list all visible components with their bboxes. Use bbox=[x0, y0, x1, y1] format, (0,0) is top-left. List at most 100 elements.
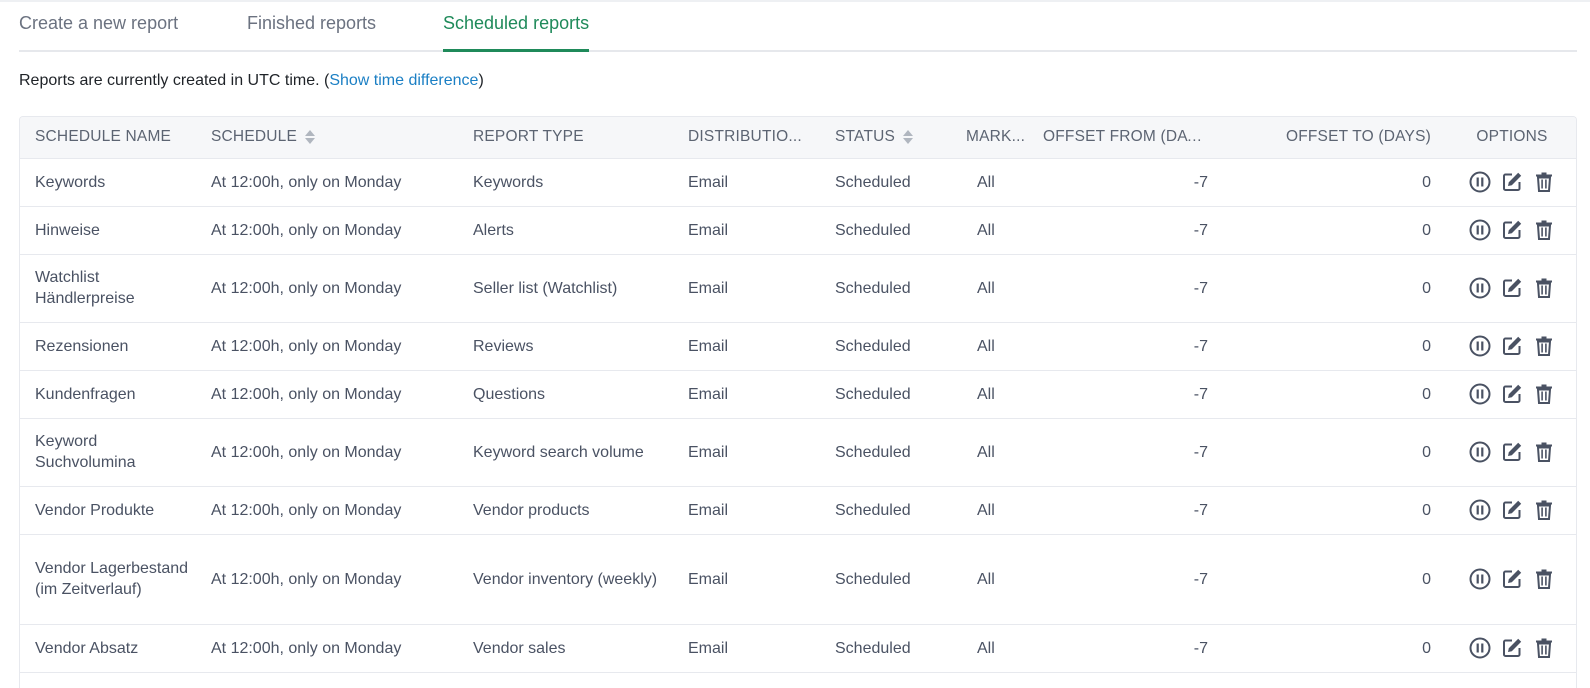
column-header-distribution[interactable]: DISTRIBUTIO... bbox=[673, 117, 820, 159]
cell-schedule-name: Keyword Suchvolumina bbox=[20, 418, 196, 487]
trash-icon[interactable] bbox=[1532, 636, 1556, 660]
table-row[interactable]: Vendor Lagerbestand (im Zeitverlauf) At … bbox=[20, 534, 1576, 625]
trash-icon[interactable] bbox=[1532, 440, 1556, 464]
cell-distribution: Email bbox=[673, 534, 820, 625]
cell-offset-from: -7 bbox=[1043, 534, 1223, 625]
trash-icon[interactable] bbox=[1532, 170, 1556, 194]
pause-icon[interactable] bbox=[1468, 440, 1492, 464]
edit-icon[interactable] bbox=[1500, 382, 1524, 406]
pause-icon[interactable] bbox=[1468, 170, 1492, 194]
cell-status: Scheduled bbox=[820, 254, 951, 323]
trash-icon[interactable] bbox=[1532, 218, 1556, 242]
cell-offset-to: 0 bbox=[1223, 486, 1446, 535]
pause-icon[interactable] bbox=[1468, 276, 1492, 300]
cell-marketplace: All bbox=[951, 322, 1043, 371]
pause-icon[interactable] bbox=[1468, 334, 1492, 358]
cell-schedule: At 12:00h, only on Monday bbox=[196, 534, 458, 625]
timezone-info-suffix: ) bbox=[478, 72, 484, 89]
cell-schedule-name: Hinweise bbox=[20, 206, 196, 255]
trash-icon[interactable] bbox=[1532, 382, 1556, 406]
table-header-row: SCHEDULE NAME SCHEDULE REPORT TYPE DISTR… bbox=[20, 117, 1576, 159]
edit-icon[interactable] bbox=[1500, 636, 1524, 660]
cell-offset-to: 0 bbox=[1223, 158, 1446, 207]
pause-icon[interactable] bbox=[1468, 382, 1492, 406]
timezone-info-text: Reports are currently created in UTC tim… bbox=[19, 72, 330, 89]
pause-icon[interactable] bbox=[1468, 567, 1492, 591]
cell-options bbox=[1446, 322, 1576, 371]
cell-schedule: At 12:00h, only on Monday bbox=[196, 158, 458, 207]
cell-offset-to: 0 bbox=[1223, 254, 1446, 323]
trash-icon[interactable] bbox=[1532, 334, 1556, 358]
trash-icon[interactable] bbox=[1532, 567, 1556, 591]
table-row[interactable]: Keyword Suchvolumina At 12:00h, only on … bbox=[20, 418, 1576, 487]
edit-icon[interactable] bbox=[1500, 440, 1524, 464]
cell-offset-to: 0 bbox=[1223, 418, 1446, 487]
table-row[interactable]: Keywords At 12:00h, only on Monday Keywo… bbox=[20, 158, 1576, 207]
tab-scheduled-reports[interactable]: Scheduled reports bbox=[443, 13, 590, 52]
cell-options bbox=[1446, 254, 1576, 323]
cell-distribution: Email bbox=[673, 486, 820, 535]
cell-schedule: At 12:00h, only on Monday bbox=[196, 418, 458, 487]
cell-options bbox=[1446, 206, 1576, 255]
table-row[interactable]: Hinweise At 12:00h, only on Monday Alert… bbox=[20, 206, 1576, 255]
cell-schedule-name: Vendor Produkte bbox=[20, 486, 196, 535]
edit-icon[interactable] bbox=[1500, 334, 1524, 358]
pause-icon[interactable] bbox=[1468, 498, 1492, 522]
cell-schedule: At 12:00h, only on Monday bbox=[196, 322, 458, 371]
cell-schedule-name: Rezensionen bbox=[20, 322, 196, 371]
sort-icon[interactable] bbox=[305, 129, 316, 145]
edit-icon[interactable] bbox=[1500, 567, 1524, 591]
top-divider bbox=[0, 0, 1590, 2]
cell-schedule-name: Vendor Absatz bbox=[20, 624, 196, 673]
cell-options bbox=[1446, 534, 1576, 625]
edit-icon[interactable] bbox=[1500, 498, 1524, 522]
cell-options bbox=[1446, 418, 1576, 487]
cell-status: Scheduled bbox=[820, 418, 951, 487]
trash-icon[interactable] bbox=[1532, 276, 1556, 300]
cell-offset-from: -7 bbox=[1043, 418, 1223, 487]
cell-options bbox=[1446, 370, 1576, 419]
edit-icon[interactable] bbox=[1500, 276, 1524, 300]
cell-offset-to: 0 bbox=[1223, 206, 1446, 255]
cell-schedule: At 12:00h, only on Monday bbox=[196, 370, 458, 419]
cell-status: Scheduled bbox=[820, 486, 951, 535]
table-row[interactable]: Vendor Produkte At 12:00h, only on Monda… bbox=[20, 486, 1576, 535]
column-header-schedule[interactable]: SCHEDULE bbox=[196, 117, 458, 159]
column-header-schedule-name[interactable]: SCHEDULE NAME bbox=[20, 117, 196, 159]
column-header-status[interactable]: STATUS bbox=[820, 117, 951, 159]
tab-create-new-report[interactable]: Create a new report bbox=[19, 13, 179, 33]
cell-status: Scheduled bbox=[820, 624, 951, 673]
table-row[interactable]: Rezensionen At 12:00h, only on Monday Re… bbox=[20, 322, 1576, 371]
cell-marketplace: All bbox=[951, 418, 1043, 487]
column-header-offset-to[interactable]: OFFSET TO (DAYS) bbox=[1223, 117, 1446, 159]
cell-schedule-name: Watchlist Händlerpreise bbox=[20, 254, 196, 323]
cell-options bbox=[1446, 624, 1576, 673]
table-row[interactable]: Kundenfragen At 12:00h, only on Monday Q… bbox=[20, 370, 1576, 419]
edit-icon[interactable] bbox=[1500, 218, 1524, 242]
edit-icon[interactable] bbox=[1500, 170, 1524, 194]
trash-icon[interactable] bbox=[1532, 498, 1556, 522]
table-row[interactable]: Watchlist Händlerpreise At 12:00h, only … bbox=[20, 254, 1576, 323]
sort-icon[interactable] bbox=[903, 129, 914, 145]
cell-distribution: Email bbox=[673, 418, 820, 487]
column-header-marketplace[interactable]: MARK... bbox=[951, 117, 1043, 159]
cell-report-type: Seller list (Watchlist) bbox=[458, 254, 673, 323]
cell-schedule: At 12:00h, only on Monday bbox=[196, 254, 458, 323]
cell-distribution: Email bbox=[673, 624, 820, 673]
cell-offset-from: -7 bbox=[1043, 370, 1223, 419]
cell-schedule-name: Vendor Lagerbestand (im Zeitverlauf) bbox=[20, 534, 196, 625]
column-header-offset-from[interactable]: OFFSET FROM (DAY... bbox=[1043, 117, 1223, 159]
show-time-difference-link[interactable]: Show time difference bbox=[329, 72, 479, 89]
table-row[interactable]: Vendor Absatz At 12:00h, only on Monday … bbox=[20, 624, 1576, 673]
pause-icon[interactable] bbox=[1468, 218, 1492, 242]
pause-icon[interactable] bbox=[1468, 636, 1492, 660]
cell-status: Scheduled bbox=[820, 370, 951, 419]
cell-report-type: Questions bbox=[458, 370, 673, 419]
cell-schedule: At 12:00h, only on Monday bbox=[196, 624, 458, 673]
cell-report-type: Keywords bbox=[458, 158, 673, 207]
tab-finished-reports[interactable]: Finished reports bbox=[247, 13, 377, 33]
column-header-options: OPTIONS bbox=[1446, 117, 1576, 159]
column-header-report-type[interactable]: REPORT TYPE bbox=[458, 117, 673, 159]
cell-report-type: Vendor sales bbox=[458, 624, 673, 673]
column-header-status-label: STATUS bbox=[835, 128, 896, 146]
